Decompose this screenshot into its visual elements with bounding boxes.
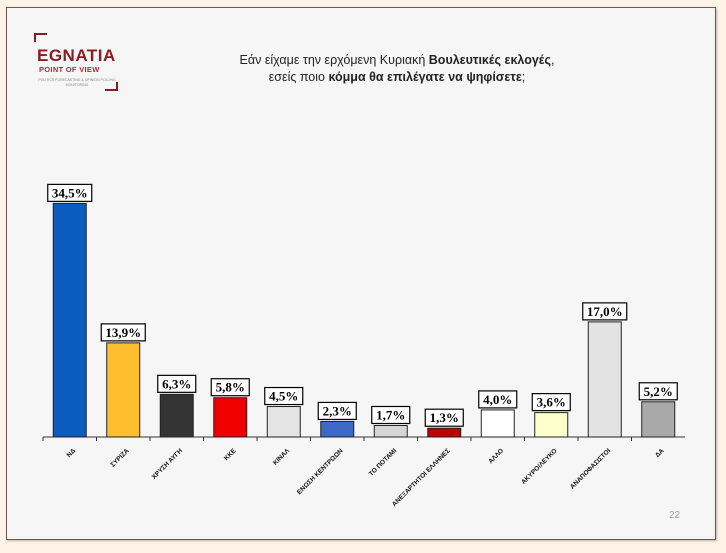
egnatia-logo: EGNATIA POINT OF VIEW POLITICS FORECASTI… bbox=[33, 32, 119, 92]
bar-9 bbox=[534, 412, 569, 438]
bar-0 bbox=[52, 202, 87, 438]
category-label: ΔΑ bbox=[654, 447, 666, 459]
data-label-box bbox=[210, 378, 250, 397]
bar-2 bbox=[159, 393, 194, 438]
chart-title: Εάν είχαμε την ερχόμενη Κυριακή Βουλευτι… bbox=[177, 52, 617, 86]
data-label-box bbox=[371, 405, 411, 425]
title-line2-bold: κόμμα θα επιλέγατε να ψηφίσετε bbox=[328, 70, 522, 84]
data-label: 4,5% bbox=[269, 389, 298, 404]
data-label-box bbox=[478, 390, 518, 409]
title-line2-post: ; bbox=[521, 70, 526, 84]
logo-frame-icon bbox=[34, 33, 118, 91]
data-label-box bbox=[100, 323, 146, 342]
title-line1-post: , bbox=[550, 53, 555, 67]
category-label: ΚΙΝΑΛ bbox=[272, 447, 292, 467]
data-label: 6,3% bbox=[162, 376, 191, 391]
bar-5 bbox=[320, 420, 355, 438]
data-label-box bbox=[317, 401, 357, 421]
data-label-box bbox=[264, 386, 304, 406]
title-line2-pre: εσείς ποιο bbox=[268, 70, 329, 84]
bar-4 bbox=[266, 406, 301, 438]
category-label: ΑΚΥΡΟ/ΛΕΥΚΟ bbox=[520, 447, 558, 485]
bar-11 bbox=[641, 401, 676, 438]
page-number: 22 bbox=[669, 510, 681, 521]
data-label: 3,6% bbox=[537, 395, 566, 410]
logo-tagline: POLITICS FORECASTING & OPINION POLLING M… bbox=[38, 78, 116, 87]
category-label: ΕΝΩΣΗ ΚΕΝΤΡΩΩΝ bbox=[296, 447, 345, 496]
slide: EGNATIA POINT OF VIEW POLITICS FORECASTI… bbox=[6, 7, 716, 540]
data-label-box bbox=[531, 393, 571, 412]
data-label-box bbox=[638, 382, 678, 401]
category-label: ΧΡΥΣΗ ΑΥΓΗ bbox=[151, 447, 185, 481]
data-label: 1,7% bbox=[376, 407, 405, 422]
logo-subtitle: POINT OF VIEW bbox=[39, 65, 100, 74]
data-label: 2,3% bbox=[323, 403, 352, 418]
bar-8 bbox=[480, 409, 515, 438]
category-label: ΝΔ bbox=[66, 447, 78, 459]
bar-7 bbox=[427, 427, 462, 438]
logo-brand: EGNATIA bbox=[37, 46, 116, 65]
data-label-box bbox=[424, 408, 464, 427]
bar-chart: 34,5% ΝΔ 13,9% ΣΥΡΙΖΑ 6,3% ΧΡΥΣΗ ΑΥΓΗ 5,8% ΚΚΕ 4… bbox=[42, 183, 685, 508]
bar-1 bbox=[106, 342, 141, 438]
data-label: 4,0% bbox=[483, 392, 512, 407]
data-label-box bbox=[157, 374, 197, 393]
category-label: ΑΝΕΞΑΡΤΗΤΟΙ ΕΛΛΗΝΕΣ bbox=[391, 447, 452, 508]
data-label: 17,0% bbox=[587, 304, 623, 319]
data-label: 13,9% bbox=[105, 325, 141, 340]
bar-3 bbox=[213, 397, 248, 438]
bar-10 bbox=[587, 321, 622, 438]
category-label: ΣΥΡΙΖΑ bbox=[109, 447, 130, 468]
data-label: 5,2% bbox=[644, 384, 673, 399]
data-label: 1,3% bbox=[430, 410, 459, 425]
category-label: ΑΛΛΟ bbox=[487, 447, 505, 465]
title-line1-bold: Βουλευτικές εκλογές bbox=[428, 53, 551, 67]
category-label: ΑΝΑΠΟΦΑΣΙΣΤΟΙ bbox=[569, 447, 612, 490]
data-label: 34,5% bbox=[52, 185, 88, 200]
data-label-box bbox=[582, 302, 628, 321]
bar-6 bbox=[373, 424, 408, 438]
data-label: 5,8% bbox=[216, 380, 245, 395]
category-label: ΚΚΕ bbox=[223, 447, 238, 462]
title-line1-pre: Εάν είχαμε την ερχόμενη Κυριακή bbox=[239, 53, 429, 67]
data-label-box bbox=[47, 183, 93, 202]
category-label: ΤΟ ΠΟΤΑΜΙ bbox=[368, 447, 398, 477]
